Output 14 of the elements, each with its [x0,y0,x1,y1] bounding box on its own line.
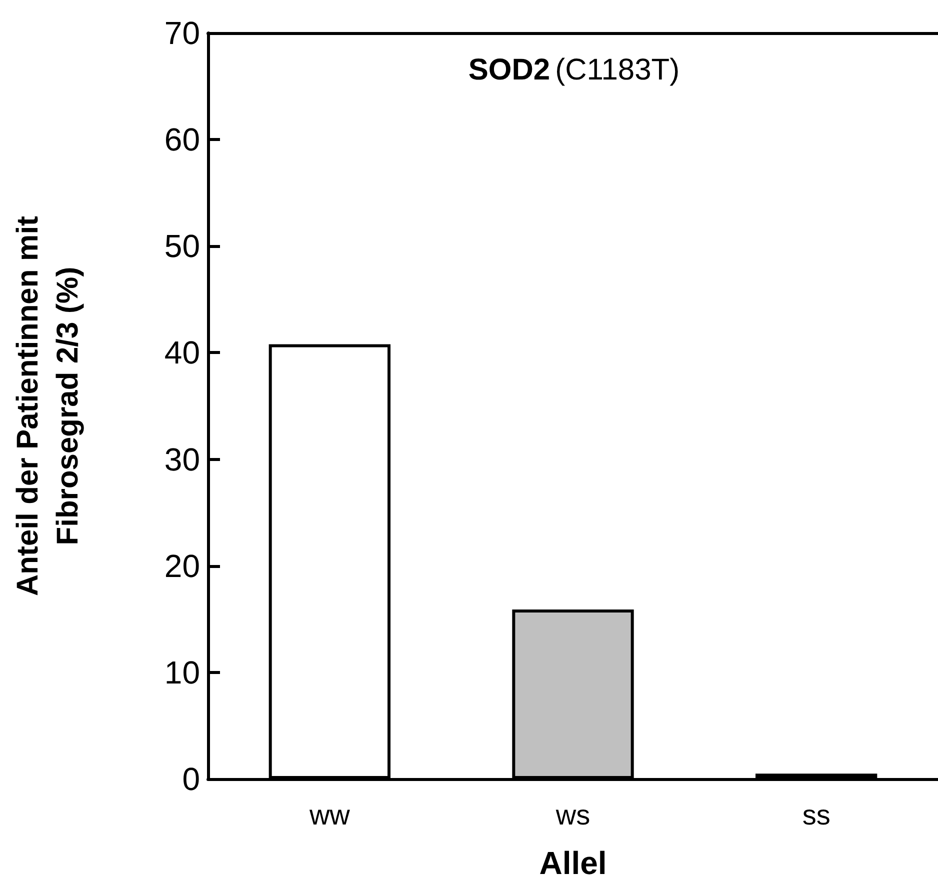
x-tick-label: ss [802,800,830,830]
y-tick-label: 50 [164,228,200,264]
y-tick-label: 60 [164,122,200,158]
y-axis-title: Anteil der Patientinnen mit Fibrosegrad 2/3 (%) [12,216,84,596]
y-tick-label: 70 [164,15,200,51]
y-tick-label: 0 [182,761,200,797]
y-tick-label: 20 [164,548,200,584]
x-tick-label: ws [554,800,590,830]
x-tick-label: ww [308,800,351,830]
text: SOD2 (C1183T) [468,54,680,86]
y-tick-label: 40 [164,334,200,371]
x-axis-title: Allel [539,845,607,881]
y-tick-label: 10 [164,654,200,690]
y-tick-label: 30 [164,441,200,478]
